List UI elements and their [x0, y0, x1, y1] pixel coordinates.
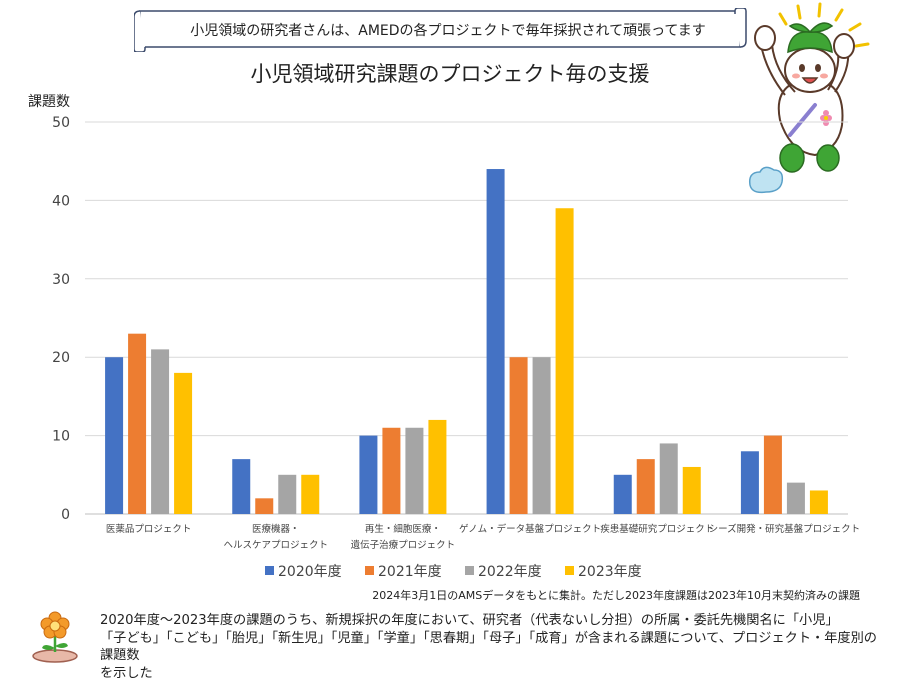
banner-text: 小児領域の研究者さんは、AMEDの各プロジェクトで毎年採択されて頑張ってます: [190, 23, 706, 39]
legend-label: 2021年度: [378, 564, 442, 580]
bar: [659, 443, 678, 514]
bar: [428, 419, 447, 514]
bar: [486, 169, 505, 515]
y-tick-label: 50: [52, 115, 70, 131]
caption-line: を示した: [100, 665, 153, 681]
legend-swatch: [365, 566, 374, 575]
chart-caption: 2020年度～2023年度の課題のうち、新規採択の年度において、研究者（代表ない…: [100, 612, 890, 682]
bar: [382, 427, 401, 514]
x-tick-label: 医薬品プロジェクト: [106, 523, 192, 535]
x-axis-labels: 医薬品プロジェクト 医療機器・ヘルスケアプロジェクト 再生・細胞医療・遺伝子治療プロ…: [106, 523, 860, 551]
x-tick-label: 再生・細胞医療・: [365, 523, 441, 535]
bar: [682, 466, 701, 514]
y-tick-label: 40: [52, 193, 70, 209]
chart-title: 小児領域研究課題のプロジェクト毎の支援: [250, 62, 650, 86]
caption-line: 「子ども」「こども」「胎児」「新生児」「児童」「学童」「思春期」「母子」「成育」…: [100, 630, 877, 664]
chart-legend: 2020年度 2021年度 2022年度 2023年度: [265, 564, 642, 580]
bar: [636, 459, 655, 514]
chart-bars: [105, 169, 828, 515]
banner: 小児領域の研究者さんは、AMEDの各プロジェクトで毎年採択されて頑張ってます: [134, 8, 750, 52]
y-tick-label: 10: [52, 429, 70, 445]
bar: [151, 349, 170, 514]
banner-scroll-shape: [134, 8, 747, 52]
bar: [105, 357, 124, 514]
bar: [509, 357, 528, 514]
bar: [174, 372, 193, 514]
legend-swatch: [465, 566, 474, 575]
flower-icon: [32, 611, 78, 663]
legend-swatch: [265, 566, 274, 575]
y-axis-label: 課題数: [28, 94, 70, 110]
x-tick-label: ヘルスケアプロジェクト: [223, 540, 328, 551]
y-tick-label: 0: [61, 507, 70, 523]
bar: [532, 357, 551, 514]
bar: [232, 459, 251, 514]
bar: [278, 474, 297, 514]
chart-grid: 0 10 20 30 40 50: [52, 115, 848, 523]
bar: [359, 435, 378, 514]
bar: [786, 482, 805, 514]
legend-label: 2022年度: [478, 564, 542, 580]
bar: [301, 474, 320, 514]
x-tick-label: 遺伝子治療プロジェクト: [351, 539, 456, 551]
caption-line: 2020年度～2023年度の課題のうち、新規採択の年度において、研究者（代表ない…: [100, 613, 839, 628]
bar: [555, 208, 574, 515]
y-tick-label: 30: [52, 272, 70, 288]
legend-label: 2023年度: [578, 564, 642, 580]
data-source-note: 2024年3月1日のAMSデータをもとに集計。ただし2023年度課題は2023年…: [372, 589, 860, 602]
bar-chart: 課題数 0 10 20 30 40 50 医薬品プロジェクト 医療機器・ヘルスケアプロジェク…: [28, 94, 860, 580]
bar: [405, 427, 424, 514]
mascot-illustration: [748, 2, 870, 194]
bar: [740, 451, 759, 514]
bar: [809, 490, 828, 514]
x-tick-label: シーズ開発・研究基盤プロジェクト: [709, 523, 861, 535]
bar: [763, 435, 782, 514]
bar: [128, 333, 147, 514]
legend-swatch: [565, 566, 574, 575]
bar: [613, 474, 632, 514]
y-tick-label: 20: [52, 350, 70, 366]
x-tick-label: ゲノム・データ基盤プロジェクト: [459, 523, 601, 535]
legend-label: 2020年度: [278, 564, 342, 580]
x-tick-label: 疾患基礎研究プロジェクト: [600, 523, 714, 535]
x-tick-label: 医療機器・: [252, 523, 300, 535]
bar: [255, 498, 274, 514]
